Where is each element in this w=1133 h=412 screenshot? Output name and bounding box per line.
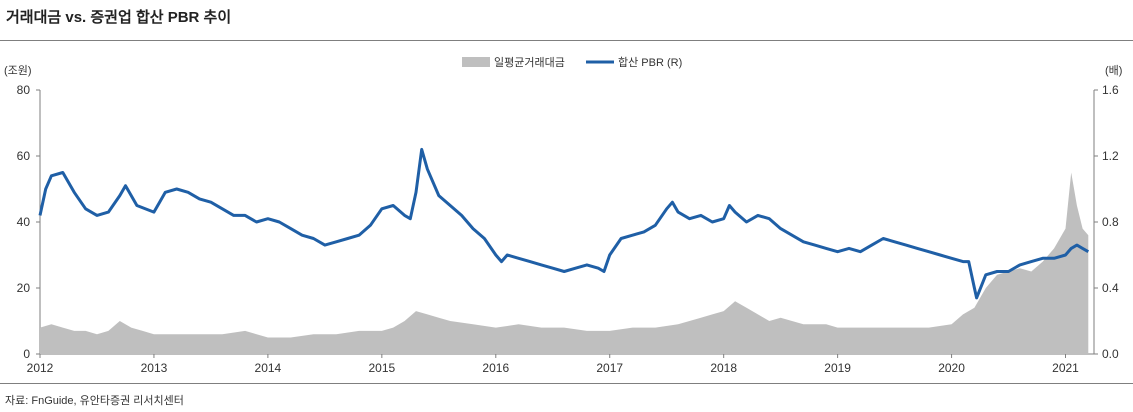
y-left-tick-label: 60 <box>17 149 31 163</box>
y-left-tick-label: 0 <box>23 347 30 361</box>
chart-title: 거래대금 vs. 증권업 합산 PBR 추이 <box>6 9 232 26</box>
y-left-tick-label: 40 <box>17 215 31 229</box>
volume-area <box>40 172 1089 354</box>
x-tick-label: 2021 <box>1052 361 1079 375</box>
legend-volume-swatch <box>462 57 490 67</box>
right-unit-label: (배) <box>1105 64 1122 77</box>
x-tick-label: 2016 <box>482 361 509 375</box>
pbr-series <box>38 147 1090 300</box>
y-right-tick-label: 0.0 <box>1102 347 1119 361</box>
x-tick-label: 2012 <box>27 361 54 375</box>
y-right-tick-label: 1.2 <box>1102 149 1119 163</box>
x-tick-label: 2018 <box>710 361 737 375</box>
top-divider <box>0 40 1133 41</box>
x-tick-label: 2013 <box>141 361 168 375</box>
x-tick-label: 2017 <box>596 361 623 375</box>
y-left-tick-label: 20 <box>17 281 31 295</box>
x-tick-label: 2020 <box>938 361 965 375</box>
left-unit-label: (조원) <box>4 64 32 77</box>
legend-pbr-label: 합산 PBR (R) <box>618 56 682 69</box>
x-tick-label: 2014 <box>255 361 282 375</box>
y-left-tick-label: 80 <box>17 83 31 97</box>
volume-series <box>40 172 1089 354</box>
pbr-line <box>38 147 1090 300</box>
source-note: 자료: FnGuide, 유안타증권 리서치센터 <box>5 395 184 407</box>
x-tick-label: 2019 <box>824 361 851 375</box>
y-right-tick-label: 1.6 <box>1102 83 1119 97</box>
y-right-tick-label: 0.4 <box>1102 281 1119 295</box>
legend-volume-label: 일평균거래대금 <box>494 55 565 69</box>
y-right-tick-label: 0.8 <box>1102 215 1119 229</box>
chart-legend: 일평균거래대금 합산 PBR (R) <box>462 55 682 69</box>
chart-svg: 0 20 40 60 80 0.0 0.4 0.8 1.2 1.6 2012 2013 2014 2015… <box>4 55 1122 375</box>
bottom-divider <box>0 383 1133 384</box>
x-tick-label: 2015 <box>368 361 395 375</box>
